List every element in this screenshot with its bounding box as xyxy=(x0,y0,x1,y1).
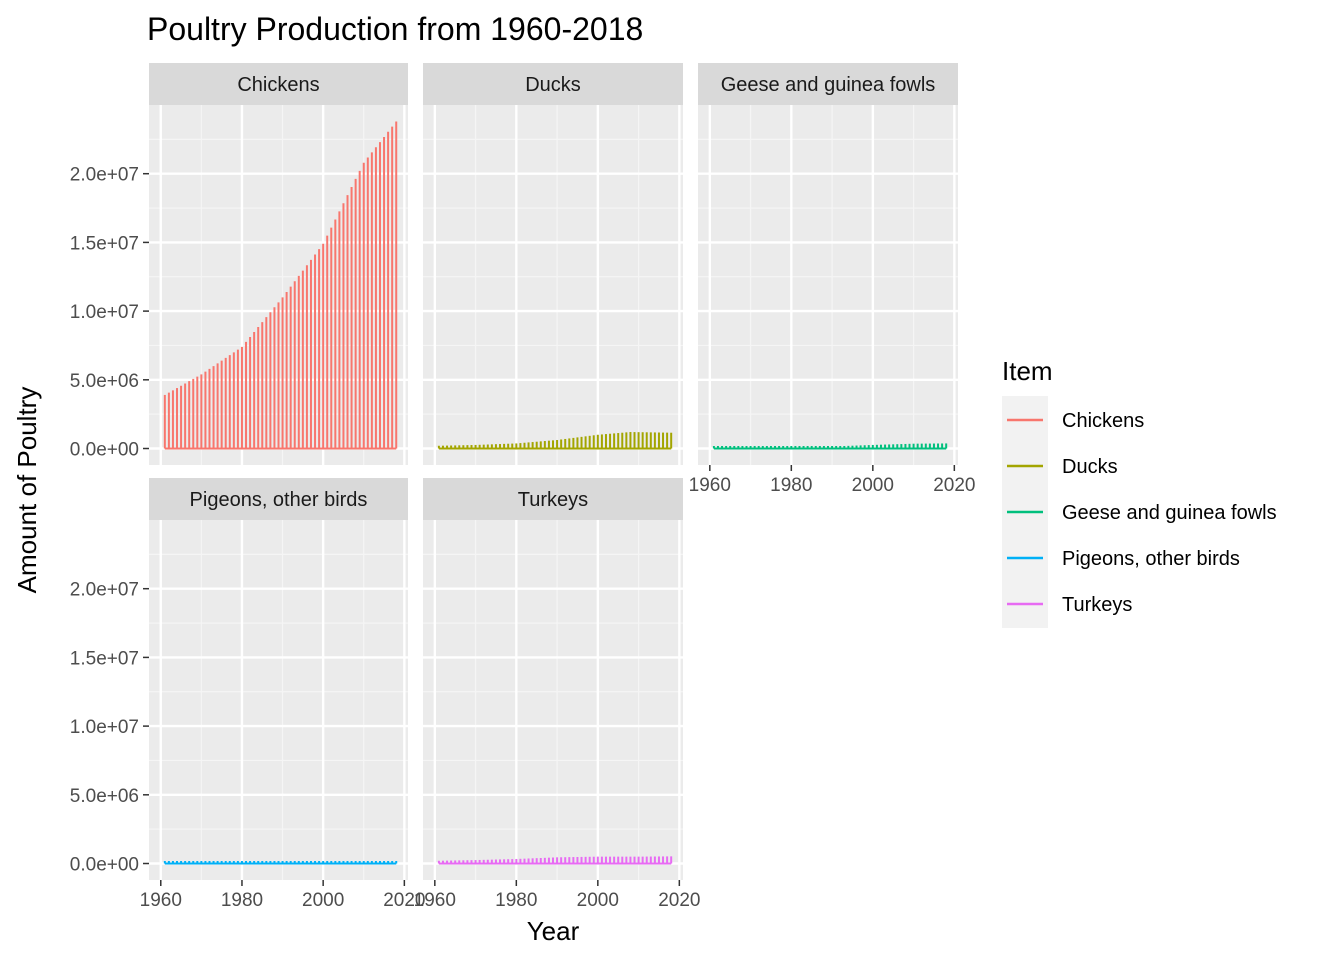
y-tick-label: 5.0e+06 xyxy=(70,786,139,807)
facet-panels: Chickens 0.0e+00 5.0e+06 1.0e+07 1.5e+07 2.0e… xyxy=(70,63,975,911)
facet-strip xyxy=(423,478,683,520)
legend-label: Pigeons, other birds xyxy=(1062,548,1240,570)
x-axis-title: Year xyxy=(527,916,580,946)
x-tick-label: 1980 xyxy=(221,890,263,911)
legend: Item Chickens Ducks Geese and guinea fowls… xyxy=(1002,356,1277,628)
x-axis: 1960 1980 2000 2020 xyxy=(414,880,700,911)
legend-label: Geese and guinea fowls xyxy=(1062,502,1277,524)
series-pigeons-other-birds xyxy=(163,861,398,865)
legend-label: Ducks xyxy=(1062,456,1118,478)
y-axis: 0.0e+00 5.0e+06 1.0e+07 1.5e+07 2.0e+07 xyxy=(70,580,149,876)
facet-strip xyxy=(149,63,408,105)
legend-item-geese-and-guinea-fowls: Geese and guinea fowls xyxy=(1007,502,1277,524)
panel-background xyxy=(698,105,958,465)
y-axis-title: Amount of Poultry xyxy=(12,387,42,594)
x-tick-label: 1960 xyxy=(140,890,182,911)
y-tick-label: 0.0e+00 xyxy=(70,440,139,461)
facet-strip-label: Turkeys xyxy=(518,489,588,511)
legend-item-ducks: Ducks xyxy=(1007,456,1118,478)
legend-label: Turkeys xyxy=(1062,594,1132,616)
series-ducks xyxy=(437,432,673,450)
series-turkeys xyxy=(437,856,673,865)
facet-ducks: Ducks xyxy=(423,63,683,465)
y-tick-label: 1.0e+07 xyxy=(70,717,139,738)
panel-background xyxy=(423,520,683,880)
facet-strip xyxy=(423,63,683,105)
y-tick-label: 2.0e+07 xyxy=(70,580,139,601)
legend-label: Chickens xyxy=(1062,410,1144,432)
panel-background xyxy=(149,520,408,880)
y-tick-label: 1.5e+07 xyxy=(70,233,139,254)
y-tick-label: 1.5e+07 xyxy=(70,648,139,669)
facet-strip-label: Ducks xyxy=(525,74,581,96)
y-axis: 0.0e+00 5.0e+06 1.0e+07 1.5e+07 2.0e+07 xyxy=(70,165,149,461)
facet-geese-and-guinea-fowls: Geese and guinea fowls 1960 1980 2000 2020 xyxy=(689,63,975,496)
facet-turkeys: Turkeys 1960 1980 2000 2020 xyxy=(414,478,700,911)
facet-strip xyxy=(698,63,958,105)
facet-chickens: Chickens 0.0e+00 5.0e+06 1.0e+07 1.5e+07 2.0e… xyxy=(70,63,408,465)
x-tick-label: 1960 xyxy=(414,890,456,911)
x-axis: 1960 1980 2000 2020 xyxy=(689,465,975,496)
facet-pigeons-other-birds: Pigeons, other birds 0.0e+00 5.0e+06 1.0e+0… xyxy=(70,478,425,911)
facet-strip xyxy=(149,478,408,520)
facet-strip-label: Geese and guinea fowls xyxy=(721,74,936,96)
x-tick-label: 1960 xyxy=(689,475,731,496)
x-tick-label: 2020 xyxy=(383,890,425,911)
legend-title: Item xyxy=(1002,356,1053,386)
x-tick-label: 2000 xyxy=(577,890,619,911)
x-axis: 1960 1980 2000 2020 xyxy=(140,880,425,911)
legend-item-turkeys: Turkeys xyxy=(1007,594,1132,616)
facet-strip-label: Chickens xyxy=(237,74,319,96)
legend-item-pigeons-other-birds: Pigeons, other birds xyxy=(1007,548,1240,570)
legend-item-chickens: Chickens xyxy=(1007,410,1144,432)
x-tick-label: 2000 xyxy=(852,475,894,496)
y-tick-label: 1.0e+07 xyxy=(70,302,139,323)
gridlines xyxy=(423,520,683,880)
x-tick-label: 1980 xyxy=(495,890,537,911)
gridlines xyxy=(698,105,958,465)
x-tick-label: 2000 xyxy=(302,890,344,911)
y-tick-label: 0.0e+00 xyxy=(70,855,139,876)
x-tick-label: 2020 xyxy=(933,475,975,496)
x-tick-label: 1980 xyxy=(770,475,812,496)
series-chickens xyxy=(163,121,398,450)
x-tick-label: 2020 xyxy=(658,890,700,911)
panel-background xyxy=(423,105,683,465)
facet-strip-label: Pigeons, other birds xyxy=(190,489,368,511)
y-tick-label: 2.0e+07 xyxy=(70,165,139,186)
chart-title: Poultry Production from 1960-2018 xyxy=(147,11,643,47)
y-tick-label: 5.0e+06 xyxy=(70,371,139,392)
series-geese-and-guinea-fowls xyxy=(712,443,948,450)
